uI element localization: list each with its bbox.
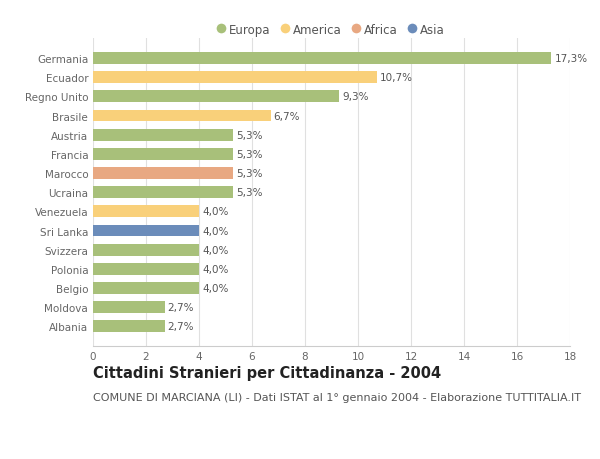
Text: 5,3%: 5,3% [236, 168, 263, 179]
Text: 5,3%: 5,3% [236, 150, 263, 160]
Bar [93, 282, 199, 294]
Text: Cittadini Stranieri per Cittadinanza - 2004: Cittadini Stranieri per Cittadinanza - 2… [93, 365, 441, 380]
Text: COMUNE DI MARCIANA (LI) - Dati ISTAT al 1° gennaio 2004 - Elaborazione TUTTITALI: COMUNE DI MARCIANA (LI) - Dati ISTAT al … [93, 392, 581, 403]
Text: 17,3%: 17,3% [554, 54, 588, 64]
Text: 2,7%: 2,7% [168, 322, 194, 331]
Text: 4,0%: 4,0% [202, 245, 229, 255]
Bar [93, 263, 199, 275]
Bar [93, 53, 551, 65]
Legend: Europa, America, Africa, Asia: Europa, America, Africa, Asia [214, 19, 449, 41]
Bar [93, 91, 340, 103]
Bar [93, 187, 233, 199]
Text: 4,0%: 4,0% [202, 226, 229, 236]
Text: 6,7%: 6,7% [274, 111, 300, 121]
Bar [93, 168, 233, 179]
Bar [93, 244, 199, 256]
Text: 9,3%: 9,3% [343, 92, 369, 102]
Text: 5,3%: 5,3% [236, 130, 263, 140]
Bar [93, 129, 233, 141]
Text: 4,0%: 4,0% [202, 207, 229, 217]
Bar [93, 321, 164, 333]
Bar [93, 206, 199, 218]
Bar [93, 225, 199, 237]
Bar [93, 149, 233, 161]
Bar [93, 72, 377, 84]
Text: 4,0%: 4,0% [202, 264, 229, 274]
Text: 4,0%: 4,0% [202, 283, 229, 293]
Text: 5,3%: 5,3% [236, 188, 263, 198]
Bar [93, 302, 164, 313]
Bar [93, 110, 271, 122]
Text: 2,7%: 2,7% [168, 302, 194, 313]
Text: 10,7%: 10,7% [380, 73, 413, 83]
